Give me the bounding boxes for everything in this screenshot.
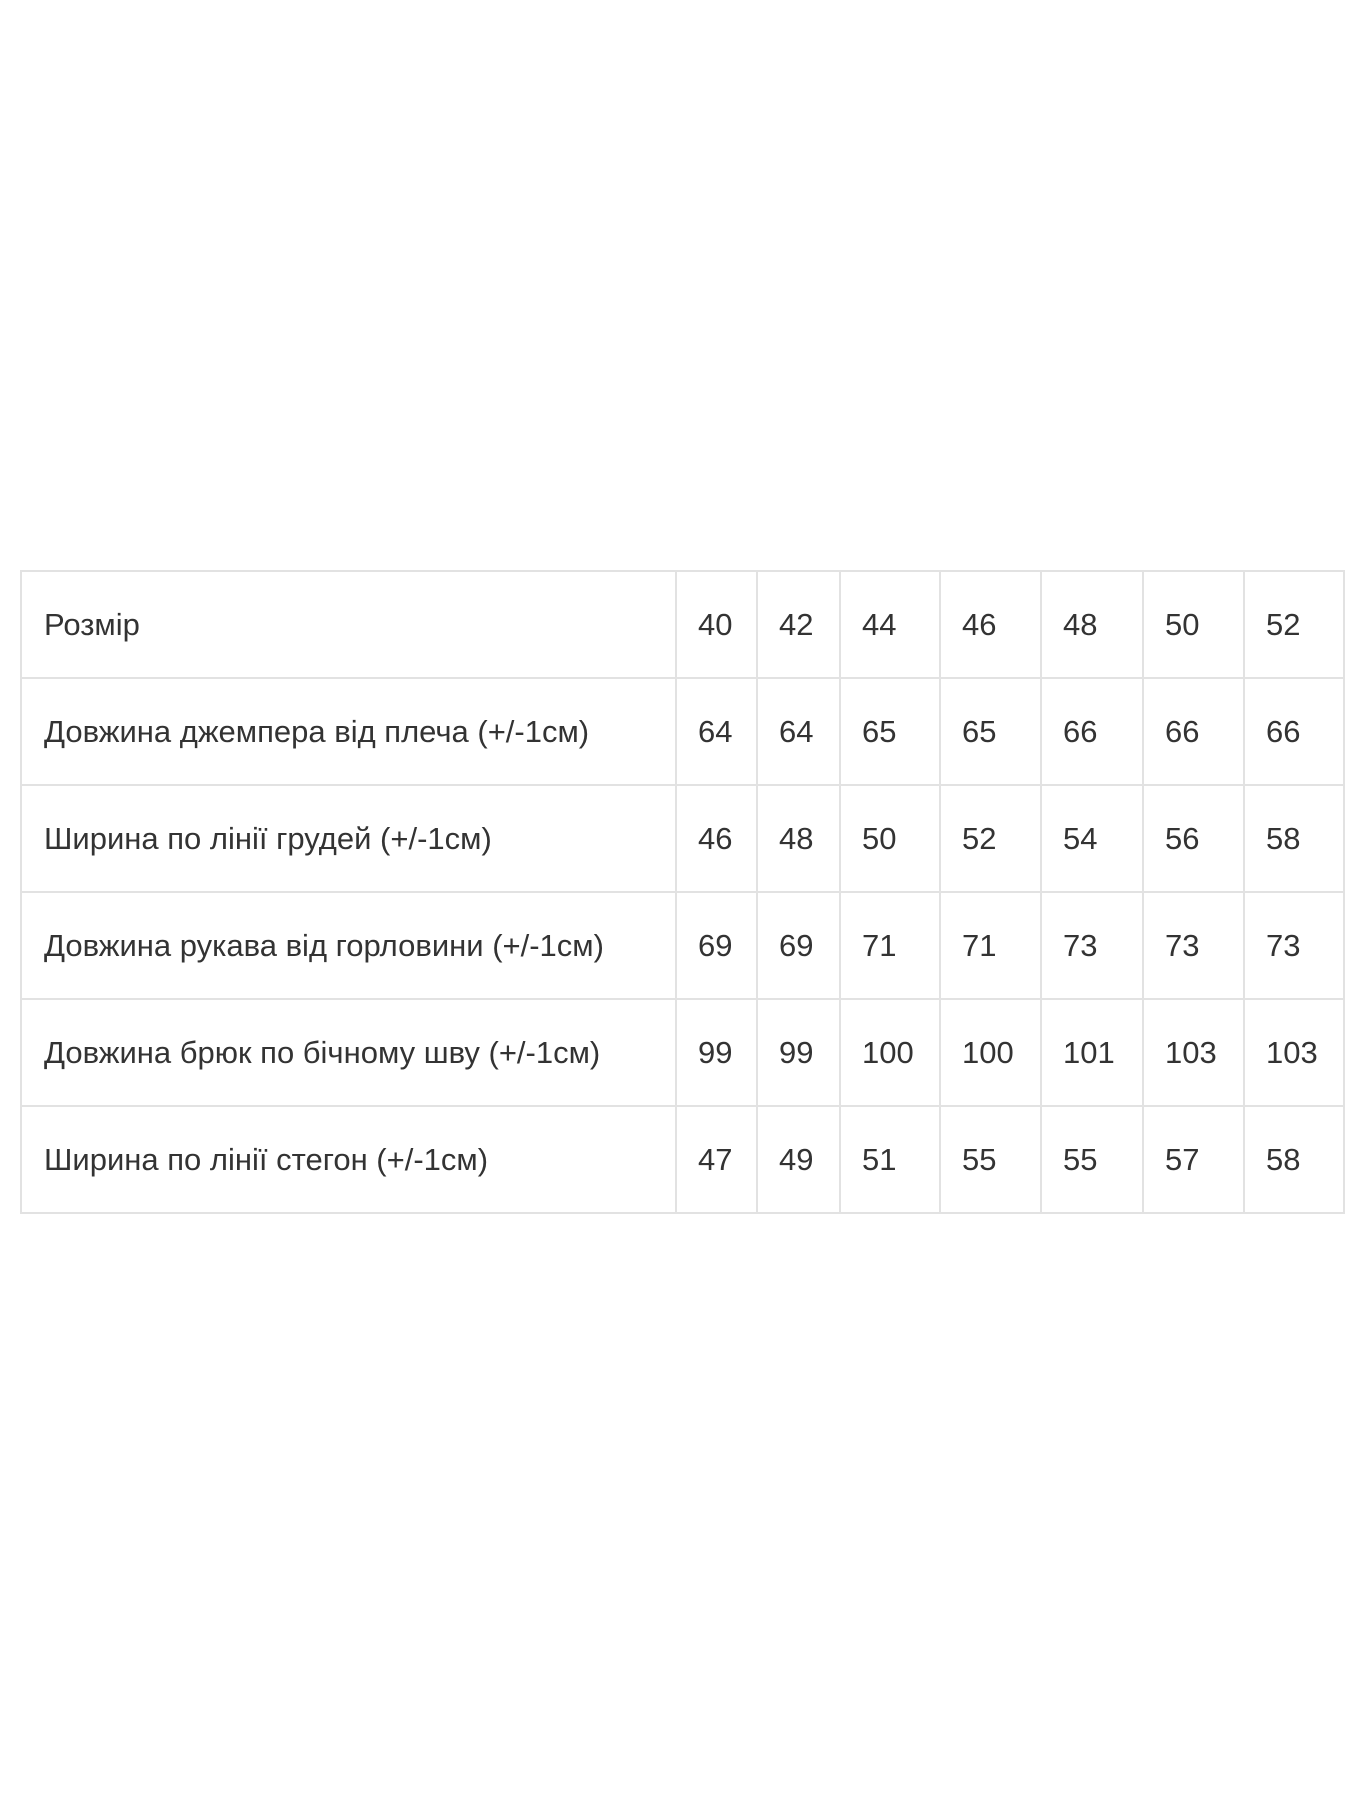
row-label: Довжина рукава від горловини (+/-1см) [20,891,677,1000]
table-row: Ширина по лінії грудей (+/-1см) 46 48 50 52 5… [20,784,1345,893]
measurement-value: 46 [675,784,758,893]
table-row: Довжина джемпера від плеча (+/-1см) 64 64 6… [20,677,1345,786]
size-header-row: Розмір 40 42 44 46 48 50 52 [20,570,1345,679]
measurement-value: 103 [1243,998,1345,1107]
row-label: Ширина по лінії грудей (+/-1см) [20,784,677,893]
measurement-value: 66 [1243,677,1345,786]
measurement-value: 66 [1040,677,1144,786]
size-value: 44 [839,570,941,679]
table-row: Довжина рукава від горловини (+/-1см) 69 6… [20,891,1345,1000]
measurement-value: 64 [675,677,758,786]
measurement-value: 65 [839,677,941,786]
row-label: Довжина джемпера від плеча (+/-1см) [20,677,677,786]
row-label: Розмір [20,570,677,679]
table-row: Довжина брюк по бічному шву (+/-1см) 99 99… [20,998,1345,1107]
size-value: 52 [1243,570,1345,679]
measurement-value: 51 [839,1105,941,1214]
table-row: Ширина по лінії стегон (+/-1см) 47 49 51 55 5… [20,1105,1345,1214]
size-value: 42 [756,570,841,679]
measurement-value: 99 [675,998,758,1107]
measurement-value: 55 [939,1105,1042,1214]
measurement-value: 100 [939,998,1042,1107]
measurement-value: 52 [939,784,1042,893]
measurement-value: 101 [1040,998,1144,1107]
measurement-value: 99 [756,998,841,1107]
measurement-value: 47 [675,1105,758,1214]
measurement-value: 73 [1142,891,1245,1000]
size-table: Розмір 40 42 44 46 48 50 52 Довжина джемпера від… [20,570,1345,1214]
measurement-value: 58 [1243,1105,1345,1214]
measurement-value: 66 [1142,677,1245,786]
measurement-value: 103 [1142,998,1245,1107]
measurement-value: 49 [756,1105,841,1214]
measurement-value: 65 [939,677,1042,786]
measurement-value: 48 [756,784,841,893]
measurement-value: 55 [1040,1105,1144,1214]
size-value: 50 [1142,570,1245,679]
measurement-value: 73 [1040,891,1144,1000]
measurement-value: 69 [756,891,841,1000]
size-value: 46 [939,570,1042,679]
measurement-value: 71 [939,891,1042,1000]
measurement-value: 54 [1040,784,1144,893]
size-value: 48 [1040,570,1144,679]
measurement-value: 57 [1142,1105,1245,1214]
measurement-value: 64 [756,677,841,786]
row-label: Довжина брюк по бічному шву (+/-1см) [20,998,677,1107]
row-label: Ширина по лінії стегон (+/-1см) [20,1105,677,1214]
size-value: 40 [675,570,758,679]
measurement-value: 73 [1243,891,1345,1000]
measurement-value: 69 [675,891,758,1000]
measurement-value: 58 [1243,784,1345,893]
measurement-value: 100 [839,998,941,1107]
measurement-value: 56 [1142,784,1245,893]
measurement-value: 50 [839,784,941,893]
measurement-value: 71 [839,891,941,1000]
